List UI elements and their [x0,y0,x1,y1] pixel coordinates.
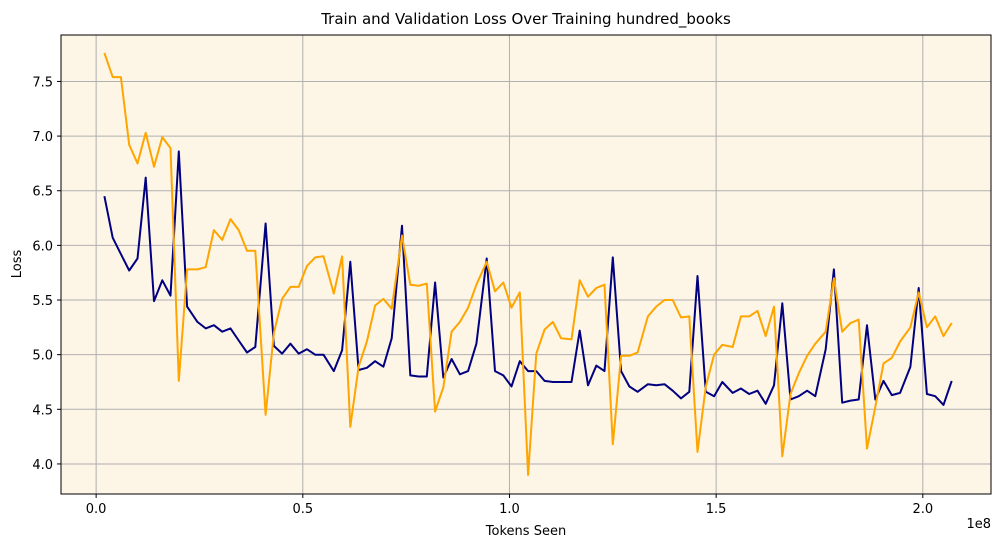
series-line-orange [103,52,953,476]
y-tick-label: 4.5 [32,403,53,418]
x-tick-label: 2.0 [912,502,933,517]
plot-frame [60,34,992,495]
y-tick-label: 5.0 [32,349,53,364]
x-grid [95,35,924,494]
x-offset-label: 1e8 [966,517,991,532]
y-tick-label: 7.5 [32,75,53,90]
y-tick-label: 4.0 [32,458,53,473]
chart-title: Train and Validation Loss Over Training … [320,10,731,29]
x-tick-label: 1.0 [499,502,520,517]
x-axis-label: Tokens Seen [485,524,566,539]
x-tick-label: 1.5 [706,502,727,517]
y-tick-label: 7.0 [32,130,53,145]
x-tick-label: 0.5 [292,502,313,517]
series-line-navy [103,150,953,406]
y-tick-label: 6.5 [32,185,53,200]
series-layer [103,52,953,476]
y-grid [61,80,991,465]
y-tick-label: 6.0 [32,239,53,254]
y-ticks: 4.0 4.5 5.0 5.5 6.0 6.5 7.0 7.5 [32,75,61,473]
y-tick-label: 5.5 [32,294,53,309]
y-axis-label: Loss [10,250,25,279]
x-tick-label: 0.0 [86,502,107,517]
x-ticks: 0.0 0.5 1.0 1.5 2.0 [86,494,933,517]
